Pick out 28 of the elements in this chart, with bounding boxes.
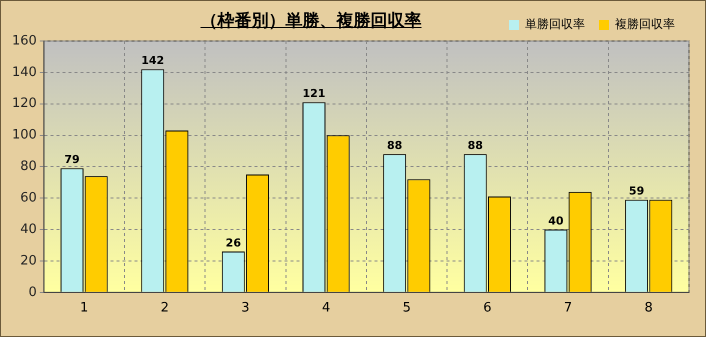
y-tick-label: 100 — [12, 128, 37, 143]
x-tick-label: 3 — [241, 300, 250, 316]
data-label: 142 — [141, 54, 164, 68]
x-tick-label: 2 — [160, 300, 169, 316]
x-tick-label: 6 — [483, 300, 492, 316]
data-label: 88 — [468, 138, 483, 152]
data-label: 79 — [64, 153, 80, 166]
data-label: 26 — [226, 236, 242, 250]
data-label: 88 — [386, 138, 402, 152]
y-tick-label: 120 — [12, 96, 37, 112]
x-tick-label: 1 — [80, 300, 88, 316]
x-tick-label: 5 — [402, 300, 411, 316]
x-tick-label: 4 — [322, 300, 330, 316]
data-label: 59 — [628, 184, 644, 198]
y-tick-label: 160 — [12, 33, 37, 48]
y-tick-label: 60 — [20, 190, 37, 206]
x-tick-label: 8 — [644, 300, 653, 316]
legend-label: 単勝回収率 — [525, 17, 585, 32]
y-tick-label: 20 — [20, 253, 37, 268]
y-tick-label: 140 — [12, 64, 37, 80]
legend-label: 複勝回収率 — [615, 17, 675, 32]
data-label: 40 — [548, 214, 564, 228]
y-tick-label: 40 — [20, 222, 37, 237]
y-tick-label: 0 — [28, 284, 37, 300]
x-tick-label: 7 — [564, 300, 572, 316]
y-tick-label: 80 — [20, 159, 37, 174]
data-label: 121 — [302, 87, 326, 100]
chart-title: （枠番別）単勝、複勝回収率 — [200, 10, 422, 32]
